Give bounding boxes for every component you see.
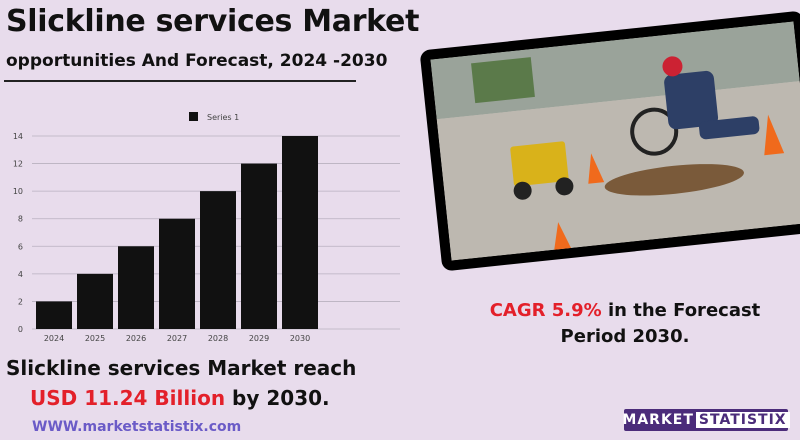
page-title: Slickline services Market (6, 4, 420, 39)
legend-swatch (189, 112, 198, 121)
bar (200, 191, 236, 329)
bar-chart: 0 2 4 6 8 10 12 14 Series 1 2024 2025 2026 2027 2028 2… (13, 112, 400, 343)
worker-photo (430, 21, 800, 261)
y-tick-label: 12 (13, 160, 23, 169)
cagr-statement: CAGR 5.9% in the Forecast Period 2030. (460, 298, 790, 350)
page-subtitle: opportunities And Forecast, 2024 -2030 (6, 51, 388, 71)
x-tick-label: 2028 (208, 334, 228, 343)
bar (118, 246, 154, 329)
x-tick-label: 2030 (290, 334, 310, 343)
website-link[interactable]: WWW.marketstatistix.com (32, 419, 242, 435)
x-tick-label: 2024 (44, 334, 64, 343)
market-reach-line: Slickline services Market reach (6, 356, 357, 380)
bar (36, 301, 72, 329)
title-underline (4, 80, 356, 82)
x-tick-label: 2027 (167, 334, 187, 343)
cagr-suffix: in the Forecast (607, 300, 761, 321)
bar (159, 218, 195, 329)
logo-text-market: MARKET (622, 412, 694, 428)
cagr-period: Period 2030. (560, 326, 690, 347)
x-tick-label: 2026 (126, 334, 146, 343)
market-amount: USD 11.24 Billion (30, 386, 226, 410)
bar (77, 273, 113, 329)
y-tick-label: 10 (13, 187, 23, 196)
y-tick-label: 8 (18, 215, 23, 224)
logo-text-statistix: STATISTIX (695, 412, 790, 428)
cagr-value: 5.9% (551, 300, 602, 321)
x-tick-label: 2029 (249, 334, 269, 343)
cagr-label: CAGR (489, 300, 546, 321)
worker-photo-frame (419, 10, 800, 272)
y-tick-label: 2 (18, 297, 23, 306)
y-tick-label: 4 (18, 270, 23, 279)
y-tick-label: 14 (13, 132, 23, 141)
x-tick-label: 2025 (85, 334, 105, 343)
legend-label: Series 1 (207, 113, 239, 122)
bar (241, 163, 277, 329)
y-tick-label: 0 (18, 325, 23, 334)
y-tick-label: 6 (18, 242, 23, 251)
bar (282, 136, 318, 329)
market-statistix-logo: MARKET STATISTIX (622, 409, 790, 431)
market-year: by 2030. (232, 386, 330, 410)
market-value-line: USD 11.24 Billion by 2030. (30, 384, 330, 412)
